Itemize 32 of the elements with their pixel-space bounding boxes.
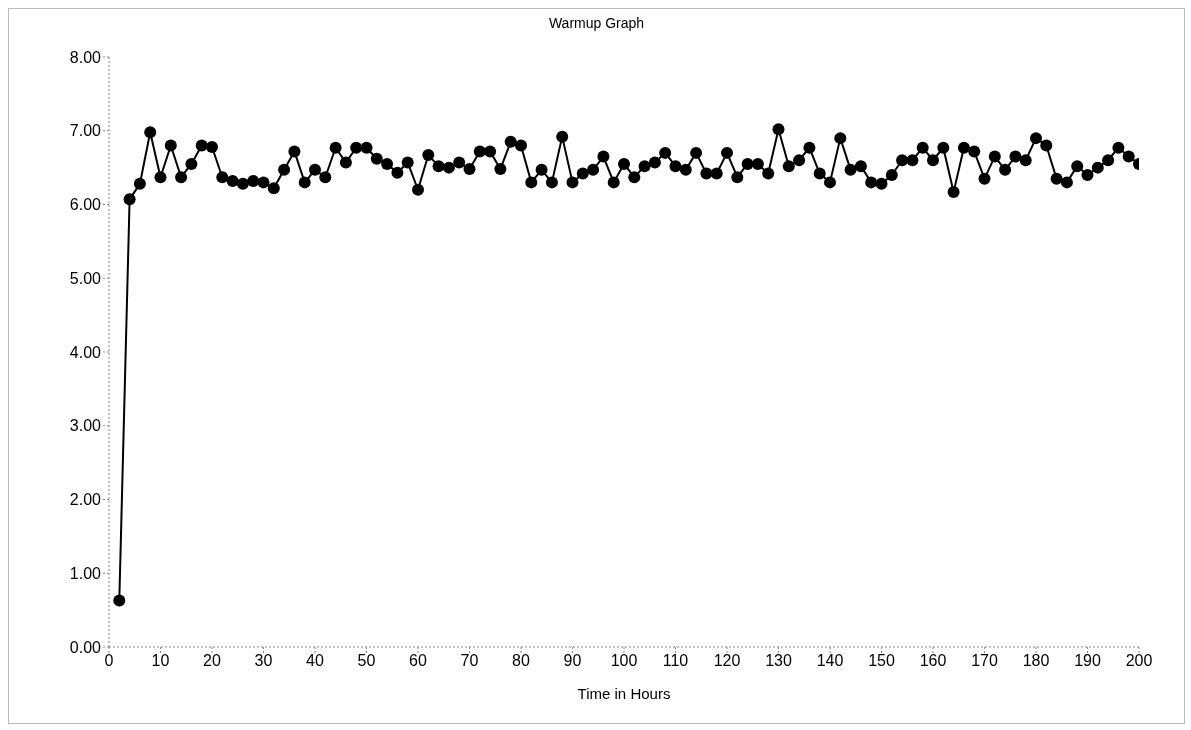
y-tick-label: 2.00 [69,491,102,509]
x-tick-label: 190 [1074,652,1101,670]
x-tick-label: 160 [919,652,947,670]
y-tick-label: 3.00 [69,417,102,435]
y-tick-label: 1.00 [69,564,102,582]
x-tick-label: 90 [563,652,582,670]
x-tick-label: 70 [460,652,479,670]
x-tick-label: 100 [610,652,638,670]
x-tick-label: 120 [713,652,741,670]
x-tick-label: 10 [151,652,170,670]
x-tick-label: 80 [512,652,530,670]
y-tick-label: 6.00 [69,196,102,214]
x-axis-title: Time in Hours [577,685,671,702]
x-tick-label: 20 [203,652,221,670]
y-tick-label: 8.00 [69,48,102,66]
x-tick-label: 180 [1022,652,1050,670]
y-tick-label: 5.00 [69,269,102,287]
x-tick-label: 30 [254,652,273,670]
y-tick-label: 4.00 [69,343,102,361]
x-tick-label: 50 [357,652,376,670]
chart-title: Warmup Graph [547,15,646,31]
x-tick-label: 200 [1125,652,1153,670]
x-tick-label: 60 [409,652,427,670]
x-tick-label: 140 [816,652,844,670]
x-tick-label: 150 [868,652,895,670]
x-tick-label: 40 [306,652,324,670]
x-tick-label: 130 [765,652,792,670]
x-tick-label: 0 [104,652,114,670]
x-tick-label: 110 [662,652,689,670]
y-tick-label: 0.00 [69,638,102,656]
y-tick-label: 7.00 [69,122,102,140]
x-tick-label: 170 [971,652,998,670]
